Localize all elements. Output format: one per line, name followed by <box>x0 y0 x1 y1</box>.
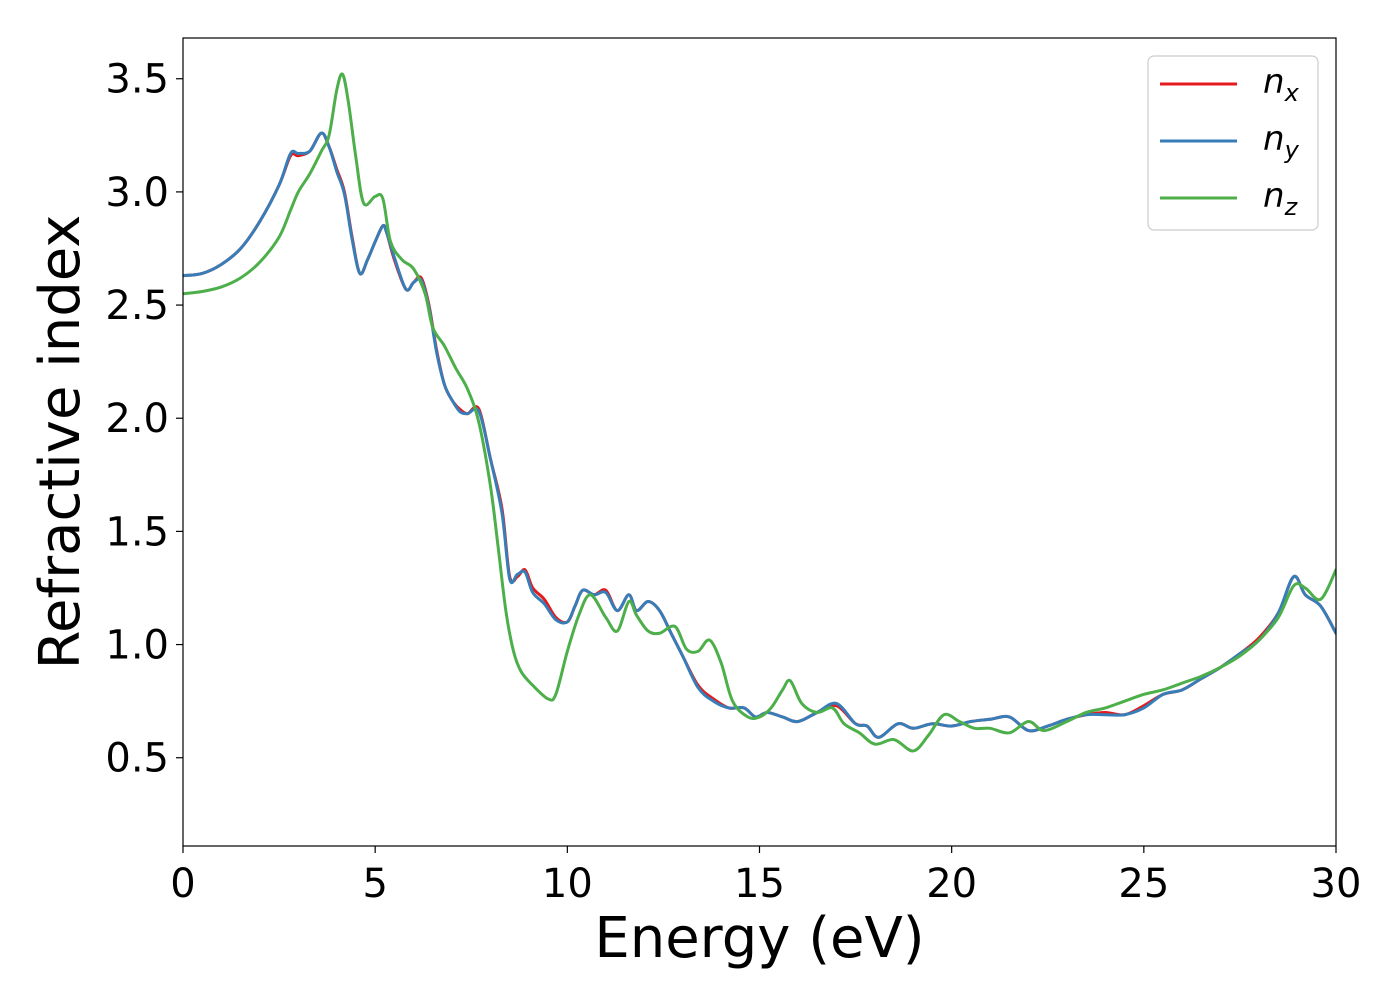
x-axis-label: Energy (eV) <box>594 906 924 971</box>
legend: nx ny nz <box>1147 55 1319 231</box>
legend-label-n-x: nx <box>1263 62 1300 107</box>
series-line-n-z <box>183 72 1336 753</box>
series-layer <box>183 72 1336 753</box>
y-tick-label: 3.5 <box>105 57 169 103</box>
y-axis-ticks: 0.5 1.0 1.5 2.0 2.5 3.0 3.5 <box>105 57 183 782</box>
legend-label-n-y: ny <box>1263 119 1300 164</box>
x-tick-label: 25 <box>1118 861 1169 907</box>
y-tick-label: 0.5 <box>105 736 169 782</box>
x-tick-label: 5 <box>362 861 387 907</box>
legend-box <box>1147 55 1319 231</box>
x-tick-label: 15 <box>734 861 785 907</box>
x-tick-label: 0 <box>170 861 195 907</box>
y-tick-label: 3.0 <box>105 170 169 216</box>
y-tick-label: 2.0 <box>105 396 169 442</box>
y-tick-label: 2.5 <box>105 283 169 329</box>
x-tick-label: 10 <box>542 861 593 907</box>
y-tick-label: 1.0 <box>105 623 169 669</box>
y-tick-label: 1.5 <box>105 509 169 555</box>
y-axis-label: Refractive index <box>28 215 93 670</box>
x-tick-label: 20 <box>926 861 977 907</box>
x-tick-label: 30 <box>1311 861 1362 907</box>
x-axis-ticks: 0 5 10 15 20 25 30 <box>170 846 1361 907</box>
legend-label-n-z: nz <box>1263 176 1299 221</box>
